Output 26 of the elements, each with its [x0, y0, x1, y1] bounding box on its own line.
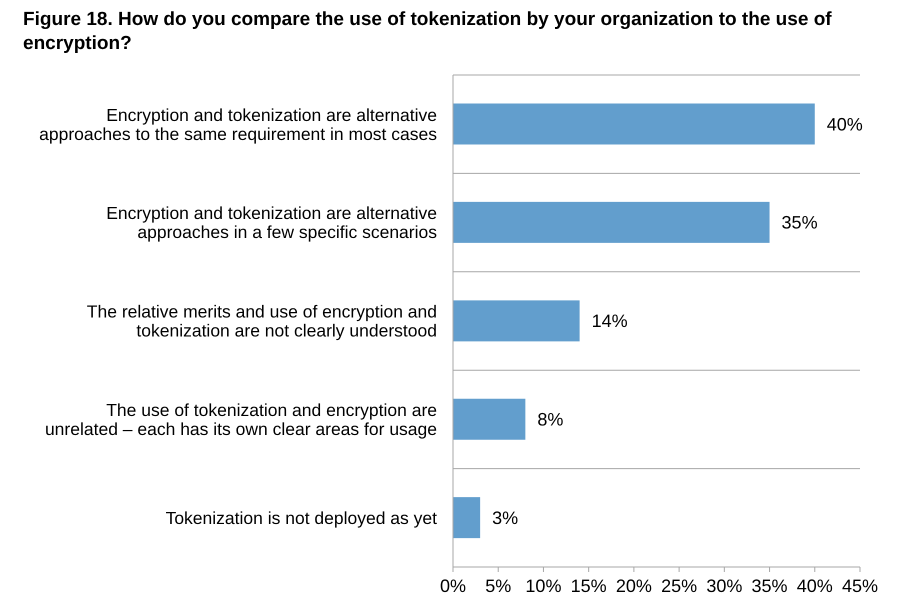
x-tick-label: 40% [796, 576, 833, 596]
data-label: 8% [537, 410, 564, 430]
x-tick-label: 0% [440, 576, 466, 596]
chart-title: Figure 18. How do you compare the use of tokenization by your organization to the use of encryption? [23, 8, 833, 56]
y-tick-label: Encryption and tokenization are alternative approaches in a few specific scenarios [106, 203, 438, 242]
x-tick-label: 15% [570, 576, 607, 596]
y-tick-label: Encryption and tokenization are alternative approaches to the same requirement in most cases [39, 104, 438, 144]
data-label: 35% [782, 212, 818, 233]
bar [453, 202, 770, 243]
y-tick-label: The use of tokenization and encryption are unrelated – each has its own clear areas for usage [44, 400, 437, 440]
x-tick-label: 20% [616, 576, 652, 596]
x-tick-label: 5% [485, 576, 512, 596]
data-label: 3% [492, 508, 518, 528]
bar [453, 497, 480, 538]
x-tick-label: 25% [661, 576, 698, 596]
y-tick-label: The relative merits and use of encryption and tokenization are not clearly understood [86, 302, 437, 341]
y-tick-label: Tokenization is not deployed as yet [166, 508, 438, 528]
x-tick-label: 35% [752, 576, 788, 596]
data-label: 40% [826, 114, 863, 134]
x-tick-label: 10% [525, 576, 562, 596]
bar [453, 398, 526, 440]
bar [453, 104, 815, 145]
x-tick-label: 45% [842, 576, 878, 596]
x-tick-label: 30% [706, 576, 742, 596]
data-label: 14% [592, 311, 628, 332]
bar [453, 300, 580, 342]
